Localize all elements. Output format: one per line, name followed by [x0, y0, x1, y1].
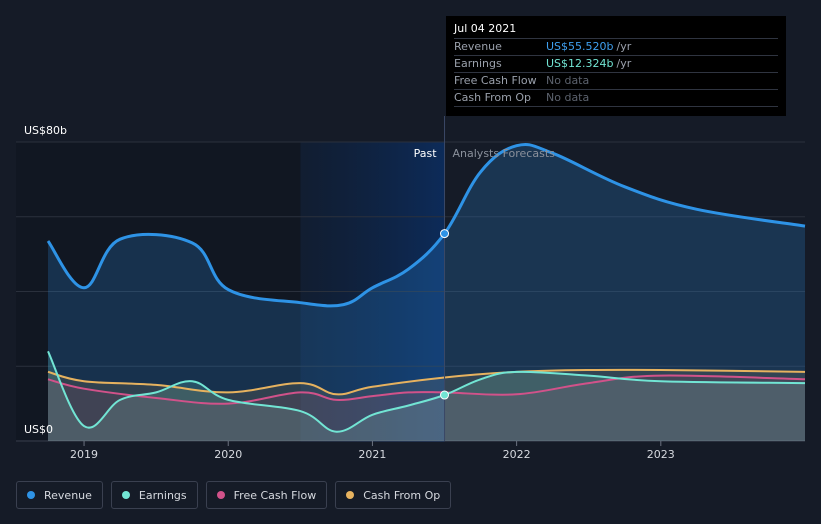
x-tick-label: 2022 — [503, 448, 531, 461]
tooltip-row-cash-from-op: Cash From Op No data — [454, 89, 778, 107]
x-tick-label: 2019 — [70, 448, 98, 461]
tooltip-label: Earnings — [454, 57, 502, 70]
legend-label: Cash From Op — [363, 488, 441, 502]
gridlines — [16, 141, 805, 442]
line-revenue — [46, 142, 806, 308]
line-free-cash-flow — [47, 374, 806, 405]
marker-revenue — [440, 229, 450, 239]
legend-item-revenue[interactable]: Revenue — [16, 481, 103, 509]
area-free-cash-flow — [48, 375, 805, 441]
tooltip-row-earnings: Earnings US$12.324b /yr — [454, 55, 778, 72]
tooltip-value: US$55.520b — [546, 40, 614, 53]
legend-label: Free Cash Flow — [233, 488, 317, 502]
series-markers — [440, 229, 450, 400]
legend-dot-icon — [346, 491, 355, 499]
tooltip-row-free-cash-flow: Free Cash Flow No data — [454, 72, 778, 89]
tooltip-row-revenue: Revenue US$55.520b /yr — [454, 38, 778, 55]
tooltip-value: US$12.324b — [546, 57, 614, 70]
tooltip-unit: /yr — [616, 57, 632, 70]
legend-item-free-cash-flow[interactable]: Free Cash Flow — [205, 481, 328, 509]
tooltip-value: No data — [546, 74, 590, 87]
series-areas — [48, 144, 805, 441]
forecast-label: Analysts Forecasts — [453, 147, 556, 160]
legend-dot-icon — [121, 491, 130, 499]
area-revenue — [48, 144, 805, 441]
series-lines — [46, 142, 806, 433]
legend-label: Revenue — [44, 488, 92, 502]
tooltip-value: No data — [546, 91, 590, 104]
legend: Revenue Earnings Free Cash Flow Cash Fro… — [16, 481, 452, 509]
area-cash-from-op — [48, 369, 805, 441]
data-tooltip: Jul 04 2021 Revenue US$55.520b /yr Earni… — [446, 16, 786, 116]
past-label: Past — [414, 147, 438, 160]
x-axis-ticks: 2019 2020 2021 2022 2023 — [70, 441, 675, 461]
legend-item-cash-from-op[interactable]: Cash From Op — [335, 481, 452, 509]
legend-dot-icon — [216, 491, 225, 499]
x-tick-label: 2021 — [358, 448, 386, 461]
legend-dot-icon — [27, 491, 35, 499]
x-tick-label: 2020 — [214, 448, 242, 461]
legend-label: Earnings — [138, 488, 187, 502]
area-earnings — [48, 351, 805, 441]
tooltip-label: Cash From Op — [454, 91, 532, 104]
tooltip-date: Jul 04 2021 — [454, 22, 517, 35]
tooltip-unit: /yr — [616, 40, 632, 53]
tooltip-label: Free Cash Flow — [454, 74, 537, 87]
tooltip-label: Revenue — [454, 40, 502, 53]
line-cash-from-op — [47, 368, 806, 396]
legend-item-earnings[interactable]: Earnings — [110, 481, 198, 509]
marker-earnings — [440, 390, 450, 400]
x-tick-label: 2023 — [647, 448, 675, 461]
y-axis-top-label: US$80b — [24, 124, 67, 137]
y-axis-bottom-label: US$0 — [24, 423, 53, 436]
line-earnings — [47, 350, 806, 433]
